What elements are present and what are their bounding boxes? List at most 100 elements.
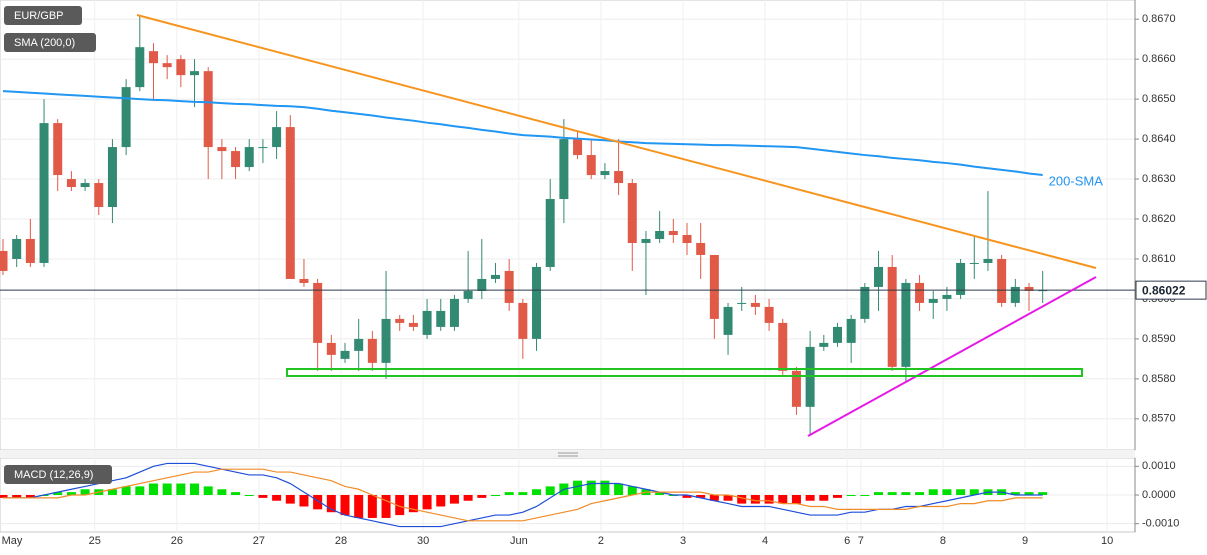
candle-body [641,238,651,243]
histogram-bar [408,495,418,513]
candle-body [874,266,884,287]
histogram-bar [518,492,528,495]
candle-body [723,306,733,335]
candle-body [285,127,295,279]
histogram-bar [66,492,76,495]
candle-body [354,338,364,351]
histogram-bar [203,486,213,495]
x-tick-label: 25 [89,535,101,547]
candle-body [573,139,583,156]
histogram-bar [285,495,295,504]
candle-body [627,183,637,243]
y-tick-label: 0.8640 [1142,133,1176,145]
histogram-bar [887,492,897,495]
histogram-bar [190,483,200,495]
candle-body [367,338,377,363]
macd-line [3,462,1043,528]
y-tick-label: 0.8650 [1142,93,1176,105]
candle-body [39,123,49,263]
histogram-bar [121,486,131,495]
histogram-bar [354,495,364,518]
candle-body [1024,286,1034,291]
candle-body [66,179,76,188]
y-tick-label: 0.8570 [1142,413,1176,425]
candle-body [518,302,528,339]
candle-body [682,234,692,243]
histogram-bar [901,492,911,495]
candle-body [791,370,801,407]
histogram-bar [791,495,801,504]
x-tick-label: 27 [253,535,265,547]
histogram-bar [860,495,870,496]
y-tick-label: 0.8590 [1142,333,1176,345]
candle-body [942,294,952,299]
y-tick-label: 0.8620 [1142,213,1176,225]
candle-body [25,238,35,263]
x-tick-label: 28 [335,535,347,547]
histogram-bar [750,495,760,504]
histogram-bar [135,486,145,495]
x-tick-label: 8 [940,535,946,547]
histogram-bar [463,495,473,501]
histogram-bar [53,492,63,495]
legend-entry: SMA (200,0) [14,37,75,49]
histogram-bar [272,495,282,501]
histogram-bar [244,495,254,496]
candle-body [463,290,473,299]
histogram-bar [299,495,309,507]
candle-body [231,151,241,168]
candle-body [272,127,282,148]
candle-body [422,310,432,335]
macd-layer [0,458,1136,532]
last-price-label: 0.86022 [1142,283,1186,297]
candle-body [655,230,665,239]
candle-body [586,155,596,176]
pane-divider[interactable] [0,450,1135,458]
histogram-bar [805,495,815,501]
candle-body [832,326,842,343]
candle-body [983,258,993,263]
candle-body [381,318,391,363]
candle-body [737,302,747,304]
histogram-bar [176,483,186,495]
histogram-bar [422,495,432,510]
macd-line [3,468,1043,522]
histogram-bar [490,495,500,496]
histogram-bar [846,495,856,496]
candle-body [504,270,514,303]
sma-line [2,90,1043,177]
y-tick-label: 0.0010 [1142,460,1176,472]
histogram-bar [1024,492,1034,495]
candle-body [0,250,8,271]
candle-body [696,242,706,255]
candle-body [313,282,323,343]
overlay-layer: 0.85700.85800.85900.86000.86100.86200.86… [2,6,1207,547]
chart-title: EUR/GBP [14,10,64,22]
candle-body [408,322,418,327]
candle-body [1010,286,1020,303]
candle-body [778,322,788,371]
histogram-bar [231,492,241,495]
candle-body [750,302,760,307]
x-tick-label: 30 [417,535,429,547]
histogram-bar [969,489,979,495]
candle-body [12,238,22,259]
histogram-bar [723,495,733,501]
histogram-bar [449,495,459,504]
candle-body [395,318,405,323]
candle-body [94,183,104,208]
histogram-bar [313,495,323,510]
candle-body [340,350,350,359]
candle-body [107,147,117,208]
candle-body [121,87,131,148]
x-tick-label: 3 [680,535,686,547]
histogram-bar [340,495,350,516]
price-pane [0,0,1136,451]
histogram-bar [0,495,8,498]
histogram-bar [258,495,268,498]
title-box [4,6,82,25]
y-tick-label: 0.8630 [1142,173,1176,185]
candle-body [764,306,774,323]
candle-body [846,318,856,343]
histogram-bar [655,492,665,495]
